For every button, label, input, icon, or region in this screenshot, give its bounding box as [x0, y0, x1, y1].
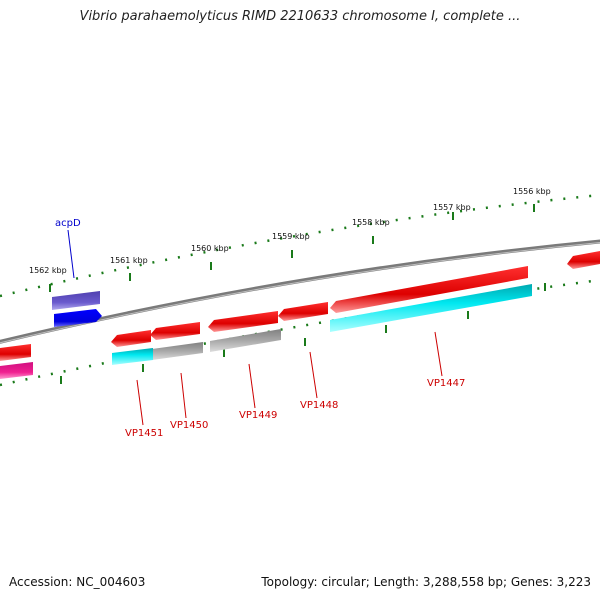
tick-label-1558: 1558 kbp — [352, 218, 390, 227]
leader-vp1448 — [309, 351, 318, 399]
gene-vp1451-upper[interactable] — [111, 330, 151, 347]
gene-right-edge[interactable] — [567, 251, 600, 269]
leader-vp1450 — [180, 372, 187, 419]
gene-acpd[interactable] — [54, 309, 102, 327]
gene-left-edge-red[interactable] — [0, 344, 31, 361]
tick-label-1561: 1561 kbp — [110, 256, 148, 265]
accession-text: Accession: NC_004603 — [9, 575, 146, 589]
gene-label-vp1448[interactable]: VP1448 — [300, 400, 338, 411]
map-title: Vibrio parahaemolyticus RIMD 2210633 chr… — [79, 9, 521, 24]
gene-vp1449-upper[interactable] — [208, 311, 278, 332]
gene-vp1450-upper[interactable] — [150, 322, 200, 340]
gene-left-edge-pink[interactable] — [0, 362, 33, 379]
leader-vp1449 — [248, 363, 256, 409]
tick-label-1562: 1562 kbp — [29, 266, 67, 275]
gene-vp1447[interactable] — [330, 266, 528, 313]
gene-label-vp1447[interactable]: VP1447 — [427, 378, 465, 389]
tick-label-1556: 1556 kbp — [513, 187, 551, 196]
gene-label-vp1449[interactable]: VP1449 — [239, 410, 277, 421]
leader-vp1451 — [136, 379, 144, 426]
gene-vp1448[interactable] — [278, 302, 328, 321]
tick-label-1560: 1560 kbp — [191, 244, 229, 253]
tick-label-1559: 1559 kbp — [272, 232, 310, 241]
leader-acpd — [67, 229, 75, 279]
gene-label-vp1451[interactable]: VP1451 — [125, 428, 163, 439]
leader-vp1447 — [434, 331, 443, 377]
major-ticks-inner — [60, 283, 546, 384]
gene-vp1447-cyan[interactable] — [330, 284, 532, 332]
major-ticks-outer — [49, 204, 535, 292]
gene-label-vp1450[interactable]: VP1450 — [170, 420, 208, 431]
gene-label-acpd[interactable]: acpD — [55, 218, 81, 229]
genome-summary-text: Topology: circular; Length: 3,288,558 bp… — [261, 575, 591, 589]
gene-vp1451-cyan[interactable] — [112, 348, 153, 365]
gene-acpd-slate[interactable] — [52, 291, 100, 310]
tick-label-1557: 1557 kbp — [433, 203, 471, 212]
gene-vp1449-gray[interactable] — [210, 329, 281, 352]
gene-vp1450-gray[interactable] — [152, 342, 203, 360]
